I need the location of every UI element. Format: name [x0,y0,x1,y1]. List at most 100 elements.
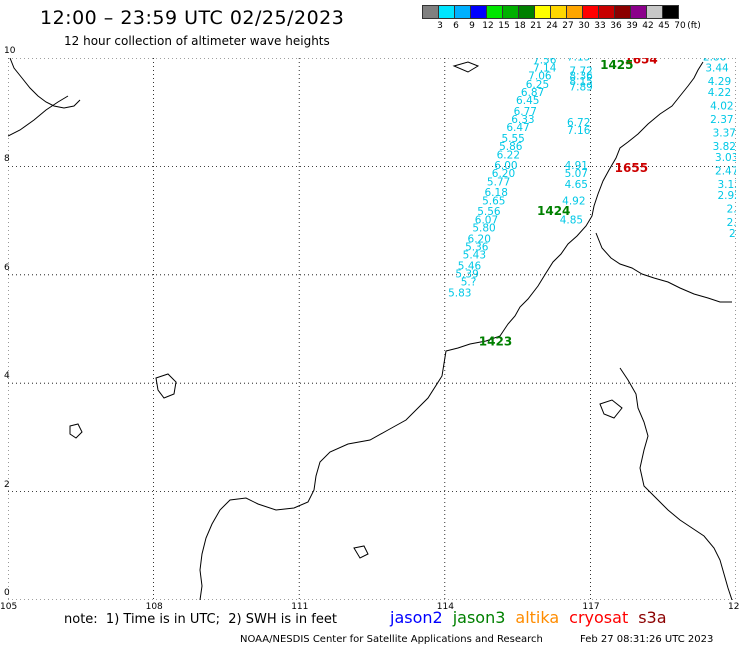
track-time-label: 1655 [615,161,648,175]
wave-height-value: 8.36 [569,71,593,83]
wave-height-value: 5.56 [477,206,501,218]
wave-height-value: 8.15 [569,76,592,88]
colorbar-cell [518,5,535,19]
y-tick-label: 4 [4,371,10,382]
grid-lines [8,58,736,600]
wave-height-value: 5.? [461,277,477,289]
peninsula-coast [8,95,69,137]
wave-height-value: 4.92 [562,195,585,207]
wave-height-value: 6.18 [485,187,508,199]
x-tick-label: 108 [145,602,163,612]
note-text: note: 1) Time is in UTC; 2) SWH is in fe… [64,612,337,627]
vietnam-coast [9,58,81,109]
colorbar-cell [614,5,631,19]
island-small-3 [599,399,623,419]
track-time-label: 1654 [624,58,657,66]
wave-height-value: 6.25 [526,79,549,91]
y-tick-label: 6 [4,262,10,273]
colorbar-label: 21 [530,21,542,31]
chart-subtitle: 12 hour collection of altimeter wave hei… [64,34,330,48]
colorbar-label: 45 [658,21,670,31]
credit-text: NOAA/NESDIS Center for Satellite Applica… [240,634,543,645]
colorbar-cell [630,5,647,19]
wave-height-value: 6.72 [567,117,590,129]
wave-height-value: 7.15 [567,58,590,64]
colorbar-cell [438,5,455,19]
chart-title: 12:00 – 23:59 UTC 02/25/2023 [40,7,345,29]
wave-height-value: 6.07 [475,214,498,226]
colorbar-cell [470,5,487,19]
colorbar-cell [662,5,679,19]
altimeter-tracks: 7.567.147.066.256.876.456.776.336.475.55… [448,58,736,299]
legend-item-altika: altika [515,608,560,627]
colorbar-cell [598,5,615,19]
wave-height-value: 2.6 [727,203,736,215]
wave-height-value: 4.02 [710,100,733,112]
wave-height-value: 4.22 [708,87,731,99]
x-tick-label: 111 [291,602,309,612]
wave-height-value: 4.65 [565,179,588,191]
wave-height-value: 6.22 [497,149,520,161]
colorbar-label: 33 [594,21,606,31]
colorbar-cell [646,5,663,19]
borneo-south-coast [199,350,447,600]
wave-height-value: 5.83 [448,287,471,299]
wave-height-value: 6.45 [516,95,539,107]
colorbar-label: 27 [562,21,574,31]
colorbar-label: 12 [482,21,494,31]
coastline [8,58,733,600]
wave-height-value: 6.47 [506,122,529,134]
colorbar-label: 24 [546,21,558,31]
map-plot: 7.567.147.066.256.876.456.776.336.475.55… [8,58,736,600]
wave-height-value: 5.07 [565,168,588,180]
wave-height-value: 7.89 [569,82,592,94]
colorbar-unit: (ft) [687,21,701,31]
legend-item-s3a: s3a [638,608,667,627]
legend-item-jason2: jason2 [390,608,443,627]
wave-height-value: 2.6 [729,228,736,240]
wave-height-value: 7.72 [569,65,592,77]
track-time-label: 1425 [600,58,633,72]
wave-height-value: 6.20 [492,168,515,180]
colorbar-cell [566,5,583,19]
y-tick-label: 2 [4,479,10,490]
colorbar-label: 36 [610,21,622,31]
wave-height-value: 6.20 [468,233,491,245]
wave-height-value: 3.13 [717,179,736,191]
wave-height-value: 7.14 [533,63,557,75]
track-time-label: 1424 [537,204,570,218]
wave-height-value: 6.33 [511,114,534,126]
borneo-east-coast [595,232,732,303]
wave-height-value: 5.39 [455,269,478,281]
colorbar-label: 42 [642,21,654,31]
wave-height-value: 3.82 [713,141,736,153]
colorbar-cell [534,5,551,19]
wave-height-value: 4.85 [560,214,583,226]
wave-height-value: 2.5 [727,217,736,229]
wave-height-value: 3.37 [713,128,736,140]
y-tick-label: 8 [4,154,10,165]
legend-item-jason3: jason3 [452,608,506,627]
wave-height-value: 2.37 [710,114,733,126]
colorbar-cell [454,5,471,19]
colorbar-cell [422,5,439,19]
colorbar-cell [550,5,567,19]
wave-height-value: 5.36 [465,241,489,253]
colorbar-label: 39 [626,21,638,31]
wave-height-value: 7.06 [528,71,552,83]
legend-item-cryosat: cryosat [569,608,629,627]
x-tick-label: 105 [0,602,18,612]
island-small-1 [353,545,369,559]
island-anambas [69,423,83,439]
colorbar-label: 18 [514,21,526,31]
credit-timestamp: Feb 27 08:31:26 UTC 2023 [580,634,714,645]
wave-height-value: 2.92 [717,190,736,202]
borneo-coast [445,61,704,352]
x-tick-label: 117 [582,602,600,612]
wave-height-value: 4.91 [565,160,588,172]
wave-height-value: 2.86 [703,58,727,64]
colorbar-cell [582,5,599,19]
y-tick-label: 10 [4,46,16,56]
track-time-label: 1423 [479,334,512,348]
